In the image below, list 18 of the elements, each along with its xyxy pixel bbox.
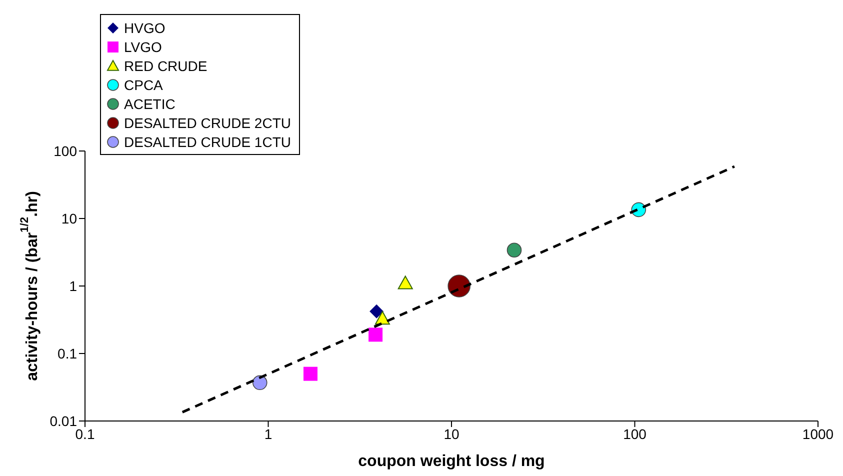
x-tick-label: 1000	[802, 426, 834, 442]
legend-label: LVGO	[124, 38, 162, 54]
y-tick-label: 100	[54, 142, 78, 159]
legend-label: ACETIC	[124, 96, 176, 112]
legend-label: CPCA	[124, 76, 163, 92]
y-tick-label: 0.1	[58, 345, 78, 362]
y-tick-label: 10	[61, 210, 78, 226]
x-axis-title: coupon weight loss / mg	[358, 453, 545, 470]
x-tick-label: 100	[623, 426, 647, 442]
legend-label: DESALTED CRUDE 2CTU	[124, 114, 291, 130]
y-tick-label: 0.01	[50, 412, 78, 429]
legend-label: HVGO	[124, 20, 166, 36]
legend-label: DESALTED CRUDE 1CTU	[124, 134, 291, 150]
x-tick-label: 10	[444, 426, 460, 442]
x-tick-label: 0.1	[75, 426, 95, 442]
legend-label: RED CRUDE	[124, 58, 208, 74]
y-tick-label: 1	[69, 278, 78, 294]
x-tick-label: 1	[264, 426, 272, 442]
